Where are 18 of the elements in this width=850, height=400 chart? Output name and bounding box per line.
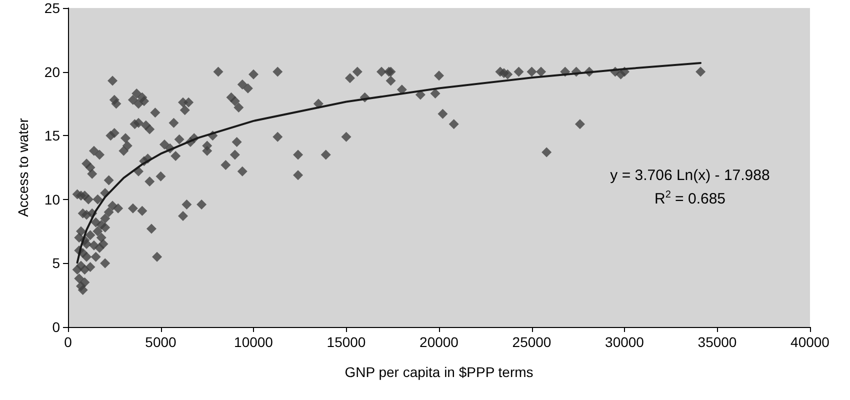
x-tick-label: 0 xyxy=(64,334,72,350)
x-tick-label: 25000 xyxy=(512,334,552,350)
annotation: y = 3.706 Ln(x) - 17.988 xyxy=(610,167,770,184)
y-tick-label: 5 xyxy=(52,255,60,272)
x-tick-label: 15000 xyxy=(326,334,366,350)
x-tick-label: 40000 xyxy=(790,334,830,350)
x-tick-label: 10000 xyxy=(234,334,274,350)
x-tick-label: 5000 xyxy=(145,334,177,350)
x-tick-label: 35000 xyxy=(698,334,737,350)
x-tick-label: 20000 xyxy=(420,334,459,350)
y-axis-title: Access to water xyxy=(15,118,31,217)
y-tick-label: 20 xyxy=(44,64,60,80)
y-tick-label: 15 xyxy=(44,128,60,144)
y-tick-label: 10 xyxy=(44,191,60,208)
x-tick-label: 30000 xyxy=(605,334,644,350)
y-tick-label: 0 xyxy=(52,319,60,335)
y-tick-label: 25 xyxy=(44,0,60,16)
x-axis-title: GNP per capita in $PPP terms xyxy=(344,364,534,380)
